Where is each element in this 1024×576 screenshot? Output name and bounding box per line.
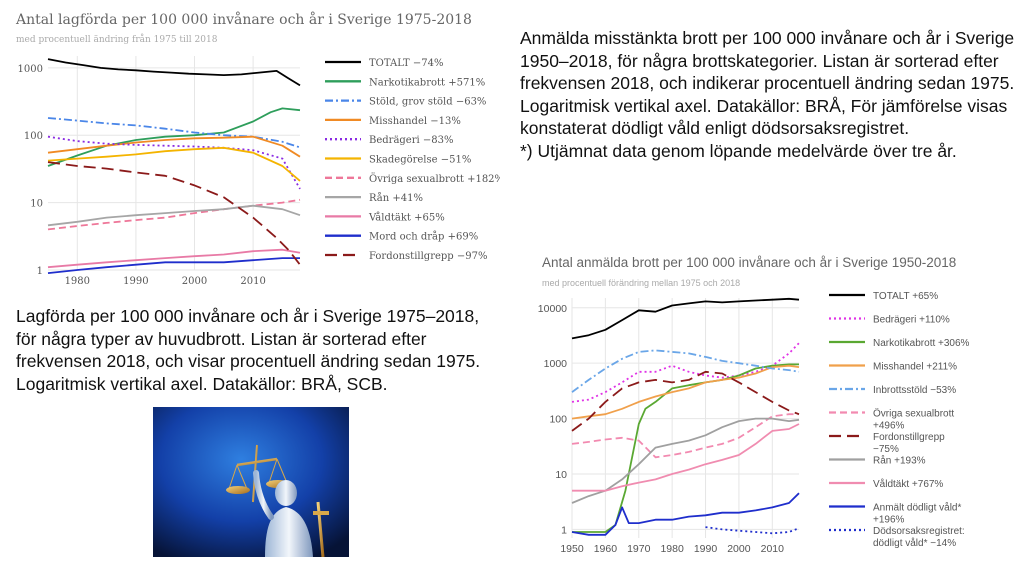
x-tick-label: 1960 bbox=[594, 543, 618, 555]
right-description-footnote: *) Utjämnat data genom löpande medelvärd… bbox=[520, 140, 957, 161]
legend-label: Misshandel +211% bbox=[873, 362, 957, 373]
series-line bbox=[571, 342, 800, 403]
right-chart-subtitle: med procentuell förändring mellan 1975 o… bbox=[542, 278, 740, 288]
y-tick-label: 100 bbox=[549, 414, 567, 426]
legend-label: Fordonstillgrepp −75% bbox=[873, 432, 945, 455]
legend-label: Stöld, grov stöld −63% bbox=[369, 97, 486, 108]
series-line bbox=[571, 297, 800, 340]
left-chart-grid bbox=[48, 56, 300, 271]
y-tick-label: 10 bbox=[30, 199, 43, 210]
series-line bbox=[47, 58, 301, 87]
series-line bbox=[572, 423, 800, 492]
legend-label: Våldtäkt +65% bbox=[368, 211, 445, 223]
legend-label: Inbrottsstöld −53% bbox=[873, 385, 956, 396]
x-tick-label: 2000 bbox=[182, 276, 207, 287]
legend-label: Narkotikabrott +571% bbox=[369, 77, 485, 88]
y-tick-label: 1 bbox=[37, 266, 43, 277]
series-line bbox=[705, 526, 800, 535]
series-line bbox=[47, 146, 301, 182]
legend-label: Rån +193% bbox=[873, 455, 926, 467]
right-description: Anmälda misstänkta brott per 100 000 inv… bbox=[520, 27, 1020, 162]
x-tick-label: 1980 bbox=[660, 543, 684, 555]
series-line bbox=[47, 204, 301, 227]
y-tick-label: 1000 bbox=[18, 64, 43, 75]
series-line bbox=[47, 107, 301, 167]
legend-label: Övriga sexualbrott +182% bbox=[369, 173, 500, 185]
justice-statue-icon bbox=[153, 407, 349, 557]
justice-statue-photo bbox=[153, 407, 349, 557]
legend-label: TOTALT +65% bbox=[873, 291, 938, 302]
legend-label: Misshandel −13% bbox=[369, 116, 461, 127]
series-line bbox=[47, 257, 300, 274]
right-chart: Antal anmälda brott per 100 000 invånare… bbox=[538, 255, 970, 555]
legend-label: Mord och dråp +69% bbox=[369, 231, 478, 243]
legend-label: Anmält dödligt våld* +196% bbox=[873, 502, 961, 526]
x-tick-label: 1990 bbox=[123, 276, 148, 287]
y-tick-label: 1000 bbox=[544, 358, 568, 370]
series-line bbox=[571, 370, 800, 432]
x-tick-label: 2000 bbox=[727, 543, 751, 555]
series-line bbox=[571, 492, 800, 536]
legend-label: Fordonstillgrepp −97% bbox=[369, 251, 488, 262]
legend-label: Våldtäkt +767% bbox=[873, 478, 943, 490]
series-line bbox=[47, 161, 301, 266]
right-chart-axes: 1950 1960 1970 1980 1990 2000 2010 1 10 100 1000 10… bbox=[538, 303, 784, 555]
legend-label: Dödsorsaksregistret: dödligt våld* −14% bbox=[873, 526, 965, 549]
legend-label: Skadegörelse −51% bbox=[369, 155, 471, 166]
legend-label: Narkotikabrott +306% bbox=[873, 338, 970, 349]
y-tick-label: 10000 bbox=[538, 303, 567, 315]
series-line bbox=[47, 198, 301, 231]
y-tick-label: 100 bbox=[24, 131, 43, 142]
series-line bbox=[47, 248, 301, 269]
series-line bbox=[571, 413, 799, 459]
x-tick-label: 2010 bbox=[240, 276, 265, 287]
legend-label: TOTALT −74% bbox=[369, 58, 444, 69]
series-line bbox=[47, 135, 301, 158]
y-tick-label: 1 bbox=[561, 524, 567, 536]
right-description-paragraph: Anmälda misstänkta brott per 100 000 inv… bbox=[520, 28, 1015, 138]
right-chart-legend: TOTALT +65% Bedrägeri +110% Narkotikabrott… bbox=[829, 291, 970, 549]
y-tick-label: 10 bbox=[555, 469, 567, 481]
left-chart-legend: TOTALT −74% Narkotikabrott +571% Stöld, gr… bbox=[325, 58, 500, 262]
x-tick-label: 1990 bbox=[694, 543, 718, 555]
left-chart: Antal lagförda per 100 000 invånare och … bbox=[15, 11, 500, 287]
series-line bbox=[571, 364, 800, 420]
legend-label: Bedrägeri −83% bbox=[369, 135, 454, 146]
legend-label: Bedrägeri +110% bbox=[873, 315, 950, 326]
x-tick-label: 2010 bbox=[761, 543, 785, 555]
x-tick-label: 1970 bbox=[627, 543, 651, 555]
legend-label: Rån +41% bbox=[369, 192, 423, 204]
left-chart-subtitle: med procentuell ändring från 1975 till 2… bbox=[16, 33, 218, 45]
left-chart-axes: 1980 1990 2000 2010 1 10 100 1000 bbox=[18, 64, 266, 287]
series-line bbox=[571, 417, 800, 504]
left-chart-lines bbox=[47, 58, 301, 274]
left-description: Lagförda per 100 000 invånare och år i S… bbox=[16, 306, 481, 394]
series-line bbox=[571, 349, 800, 393]
right-chart-title: Antal anmälda brott per 100 000 invånare… bbox=[542, 255, 956, 270]
x-tick-label: 1980 bbox=[65, 276, 90, 287]
right-chart-lines bbox=[571, 297, 800, 536]
left-chart-title: Antal lagförda per 100 000 invånare och … bbox=[15, 11, 472, 28]
series-line bbox=[47, 117, 301, 149]
legend-label: Övriga sexualbrott +496% bbox=[873, 408, 954, 432]
series-line bbox=[47, 135, 301, 190]
x-tick-label: 1950 bbox=[560, 543, 584, 555]
